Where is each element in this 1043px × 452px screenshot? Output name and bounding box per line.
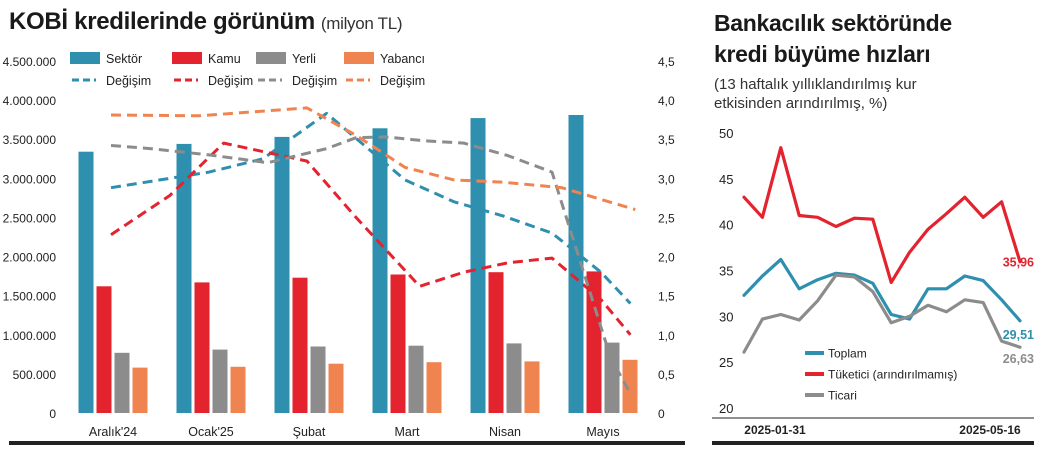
legend-label-bar: Sektör <box>106 52 142 66</box>
series-line-ticari <box>742 273 1022 354</box>
change-line-yerli <box>110 135 632 395</box>
left-axis-tick-label: 3.000.000 <box>3 172 57 186</box>
right-title-line1: Bankacılık sektöründe <box>714 10 952 36</box>
left-axis-tick-label: 0 <box>49 407 56 421</box>
bar-yabanci <box>426 362 442 413</box>
right-y-tick-label: 30 <box>719 309 733 324</box>
legend-swatch-bar <box>172 52 202 64</box>
bar-kamu <box>292 277 308 413</box>
left-title-unit: (milyon TL) <box>320 14 403 33</box>
left-chart-title: KOBİ kredilerinde görünüm (milyon TL) <box>9 8 403 36</box>
right-axis-tick-label: 0,5 <box>658 368 675 382</box>
left-axis-tick-label: 3.500.000 <box>3 133 57 147</box>
series-line-toplam <box>742 257 1022 323</box>
legend-swatch-bar <box>256 52 286 64</box>
category-label: Mart <box>395 425 421 439</box>
bar-yabanci <box>328 363 344 413</box>
right-x-tick-label: 2025-05-16 <box>959 423 1021 437</box>
right-x-tick-label: 2025-01-31 <box>744 423 806 437</box>
bar-yerli <box>604 342 620 413</box>
right-y-tick-label: 20 <box>719 401 733 416</box>
bar-kamu <box>390 274 406 413</box>
right-axis-tick-label: 0 <box>658 407 665 421</box>
left-axis-tick-label: 2.500.000 <box>3 211 57 225</box>
left-axis-tick-label: 1.000.000 <box>3 329 57 343</box>
legend-swatch-bar <box>344 52 374 64</box>
bar-yerli <box>408 345 424 413</box>
right-bottom-rule <box>712 441 1034 445</box>
growth-line-chart: 50 45 40 35 30 25 20 29,51 35,96 26,63 Toplam Tüket… <box>712 126 1034 437</box>
left-axis-tick-label: 1.500.000 <box>3 290 57 304</box>
bar-yabanci <box>622 359 638 413</box>
bar-sektor <box>274 136 290 413</box>
legend-label-bar: Kamu <box>208 52 241 66</box>
legend-label-line: Değişim <box>208 74 253 88</box>
bar-kamu <box>586 271 602 413</box>
right-chart-subtitle: (13 haftalık yıllıklandırılmış kur etkis… <box>714 75 917 113</box>
right-y-tick-label: 50 <box>719 126 733 141</box>
right-axis-tick-label: 4,0 <box>658 94 675 108</box>
bar-sektor <box>176 143 192 413</box>
left-axis-tick-label: 500.000 <box>13 368 57 382</box>
legend-label-bar: Yerli <box>292 52 316 66</box>
category-label: Mayıs <box>586 425 619 439</box>
right-legend-label: Tüketici (arındırılmamış) <box>828 368 957 382</box>
right-axis-tick-label: 1,0 <box>658 329 675 343</box>
bar-sektor <box>372 128 388 414</box>
change-line-yabanci <box>110 106 636 212</box>
bar-yerli <box>114 352 130 413</box>
right-y-tick-label: 35 <box>719 264 733 279</box>
right-legend-label: Ticari <box>828 389 857 403</box>
legend-label-line: Değişim <box>380 74 425 88</box>
bar-yabanci <box>524 361 540 413</box>
left-bottom-rule <box>9 441 685 445</box>
bar-kamu <box>488 272 504 413</box>
right-subtitle-line2: etkisinden arındırılmış, %) <box>714 95 888 112</box>
change-line-kamu <box>110 141 632 336</box>
left-axis-tick-label: 4.000.000 <box>3 94 57 108</box>
legend-label-line: Değişim <box>292 74 337 88</box>
bar-sektor <box>78 151 94 413</box>
right-title-line2: kredi büyüme hızları <box>714 41 931 67</box>
category-label: Nisan <box>489 425 521 439</box>
series-end-label: 26,63 <box>1003 352 1034 366</box>
category-label: Aralık'24 <box>89 425 137 439</box>
growth-rate-panel: Bankacılık sektöründe kredi büyüme hızla… <box>708 0 1043 452</box>
bar-yerli <box>212 349 228 413</box>
series-end-label: 29,51 <box>1003 328 1034 342</box>
series-end-label: 35,96 <box>1003 256 1034 270</box>
right-axis-tick-label: 2,5 <box>658 211 675 225</box>
series-line-tuketici <box>742 146 1022 284</box>
left-title-text: KOBİ kredilerinde görünüm <box>9 8 315 35</box>
right-axis-tick-label: 1,5 <box>658 290 675 304</box>
right-axis-tick-label: 2,0 <box>658 251 675 265</box>
right-subtitle-line1: (13 haftalık yıllıklandırılmış kur <box>714 76 917 93</box>
right-axis-tick-label: 3,0 <box>658 172 675 186</box>
legend-label-bar: Yabancı <box>380 52 425 66</box>
bar-yabanci <box>230 366 246 413</box>
category-label: Ocak'25 <box>188 425 234 439</box>
bar-yerli <box>506 343 522 413</box>
right-axis-tick-label: 4,5 <box>658 55 675 69</box>
legend-label-line: Değişim <box>106 74 151 88</box>
bar-yerli <box>310 346 326 413</box>
right-y-tick-label: 25 <box>719 355 733 370</box>
right-chart-title: Bankacılık sektöründe kredi büyüme hızla… <box>714 8 952 70</box>
category-label: Şubat <box>293 425 326 439</box>
legend-swatch-bar <box>70 52 100 64</box>
right-y-tick-label: 45 <box>719 172 733 187</box>
kobi-credit-panel: KOBİ kredilerinde görünüm (milyon TL) 4.5… <box>3 8 685 445</box>
left-axis-tick-label: 2.000.000 <box>3 251 57 265</box>
bar-kamu <box>194 282 210 413</box>
bar-yabanci <box>132 367 148 413</box>
right-legend-label: Toplam <box>828 347 867 361</box>
left-axis-tick-label: 4.500.000 <box>3 55 57 69</box>
bar-sektor <box>470 118 486 413</box>
right-y-tick-label: 40 <box>719 218 733 233</box>
kobi-bar-line-chart: 4.500.000 4.000.000 3.500.000 3.000.000 2.50… <box>3 52 675 439</box>
right-axis-tick-label: 3,5 <box>658 133 675 147</box>
bar-kamu <box>96 286 112 413</box>
